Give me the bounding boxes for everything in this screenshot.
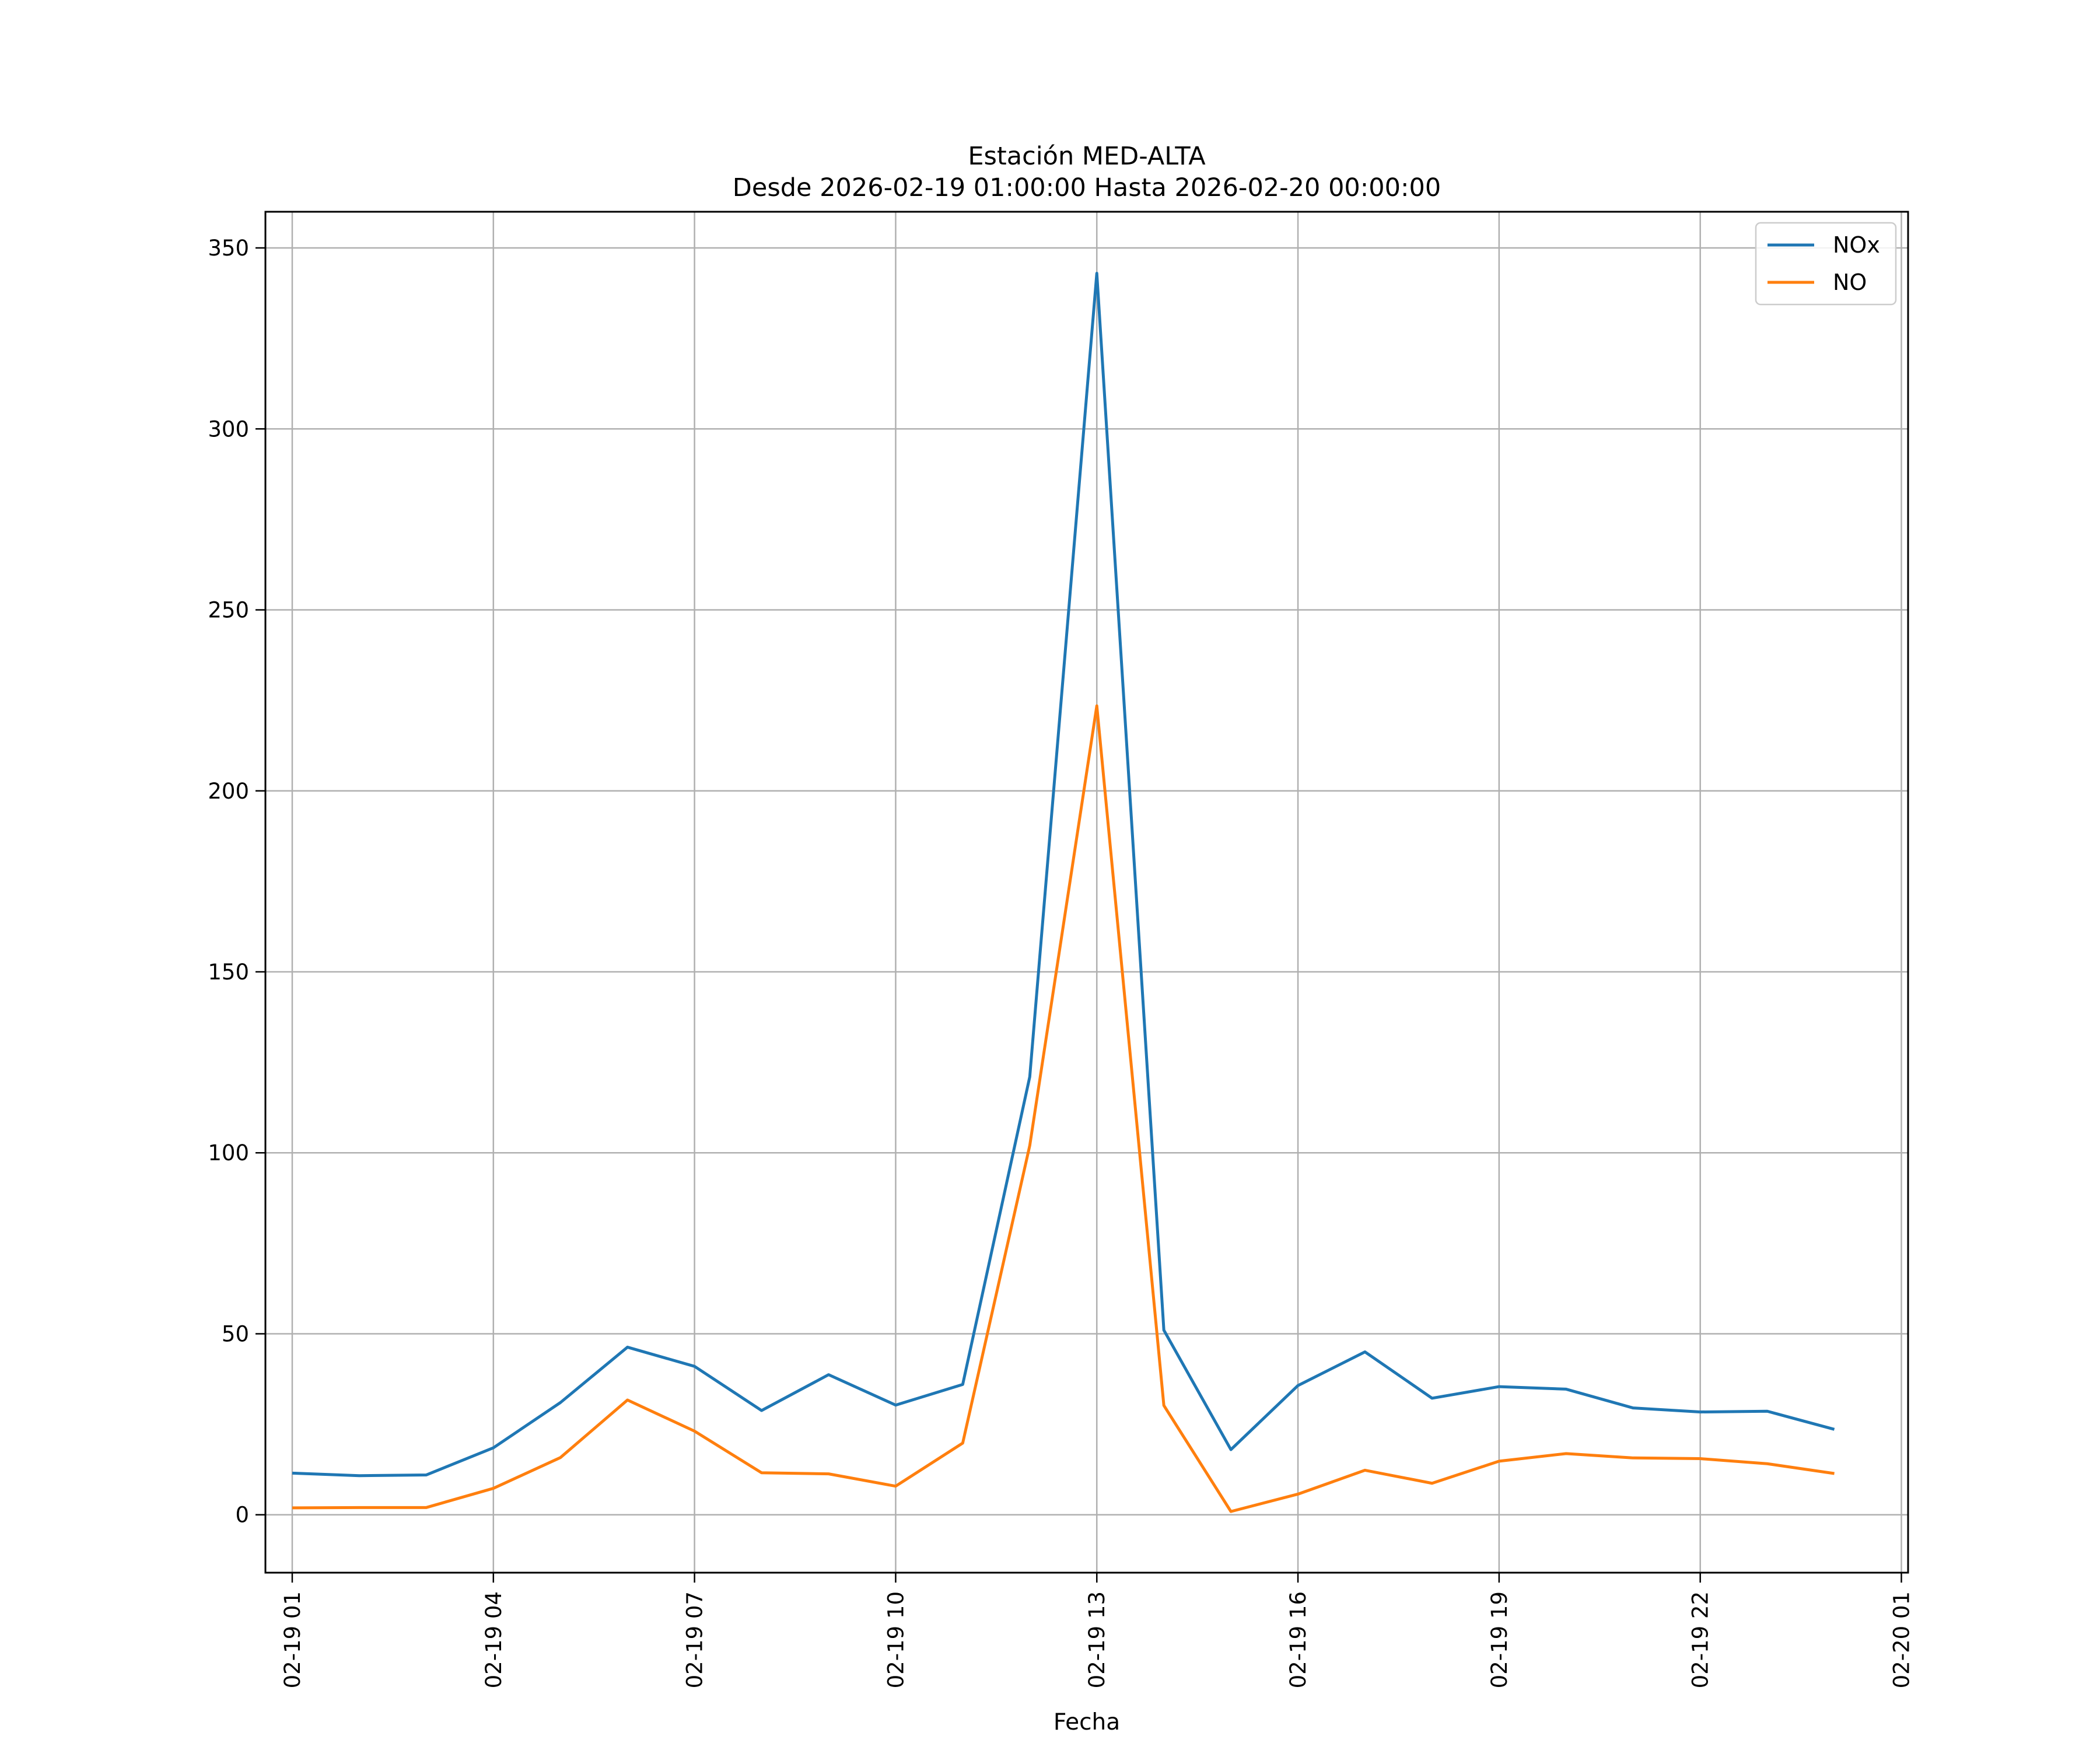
plot-frame [264,211,1909,1574]
y-tick-label: 250 [208,598,249,623]
y-tick-label: 50 [222,1321,249,1346]
legend-label-no: NO [1833,270,1867,295]
legend-box [1755,222,1897,306]
series-line-nox [292,271,1835,1478]
series-line-no [292,704,1835,1513]
x-tick-label: 02-19 22 [1688,1591,1713,1688]
x-axis-label: Fecha [1054,1709,1120,1735]
x-tick-label: 02-20 01 [1889,1591,1915,1688]
x-tick-label: 02-19 04 [481,1591,506,1688]
x-tick-label: 02-19 10 [883,1591,908,1688]
y-tick-label: 300 [208,416,249,442]
x-tick-label: 02-19 16 [1286,1591,1311,1688]
y-tick-label: 150 [208,960,249,985]
x-tick-label: 02-19 07 [682,1591,708,1688]
x-tick-label: 02-19 13 [1084,1591,1110,1688]
y-axis: 0 50 100 150 200 250 300 350 [208,236,265,1528]
legend-label-nox: NOx [1833,232,1880,258]
y-tick-label: 350 [208,236,249,261]
series-layer [292,271,1835,1513]
x-tick-label: 02-19 19 [1487,1591,1512,1688]
chart-title: Estación MED-ALTA [968,142,1206,171]
x-tick-label: 02-19 01 [280,1591,305,1688]
chart-subtitle: Desde 2026-02-19 01:00:00 Hasta 2026-02-… [733,173,1441,202]
legend: NOx NO [1755,222,1897,306]
y-tick-label: 200 [208,779,249,804]
grid-lines [265,212,1908,1573]
x-axis: 02-19 01 02-19 04 02-19 07 02-19 10 02-19 13… [280,1573,1915,1688]
y-tick-label: 0 [235,1503,249,1528]
y-tick-label: 100 [208,1140,249,1166]
